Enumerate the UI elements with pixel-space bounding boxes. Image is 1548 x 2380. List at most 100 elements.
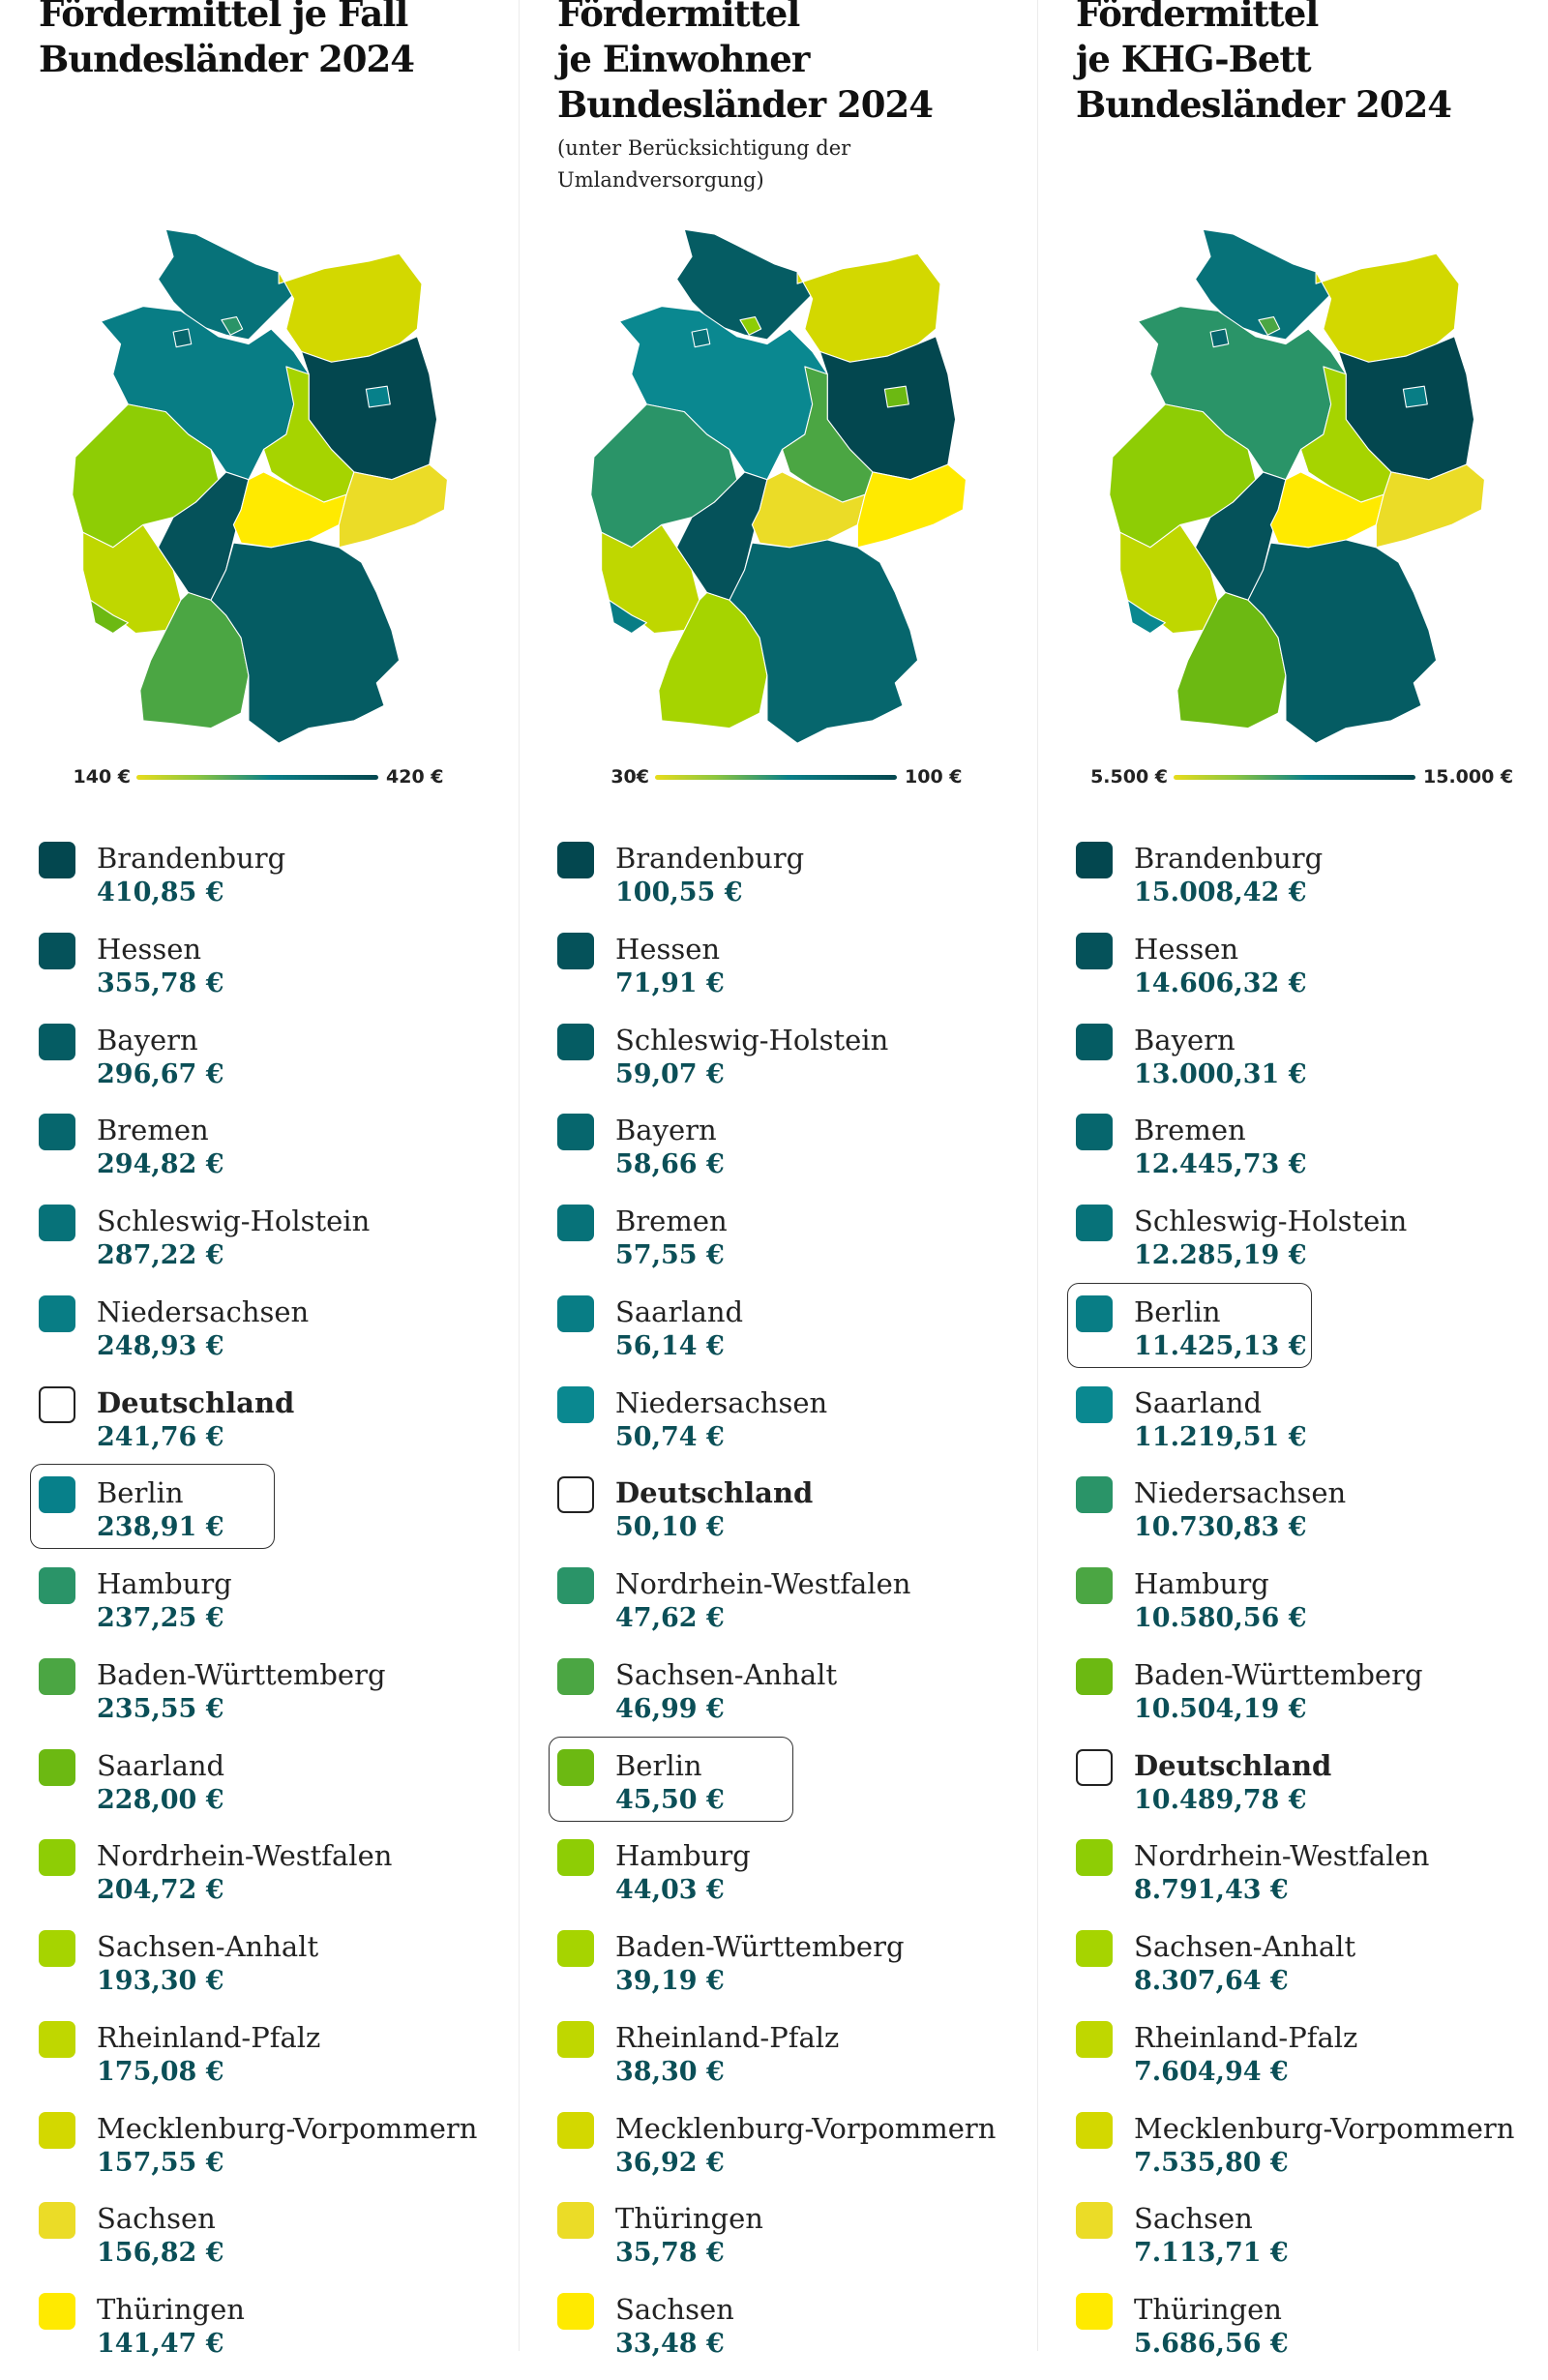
ranking-item-sachsen-anhalt: Sachsen-Anhalt 193,30 € bbox=[0, 1930, 519, 2017]
color-swatch bbox=[1076, 1930, 1113, 1967]
state-name: Rheinland-Pfalz bbox=[97, 2020, 321, 2054]
state-value: 10.730,83 € bbox=[1134, 1512, 1307, 1543]
color-swatch bbox=[1076, 2202, 1113, 2240]
ranking-item-bremen: Bremen 12.445,73 € bbox=[1037, 1114, 1548, 1201]
state-value: 410,85 € bbox=[97, 878, 224, 907]
ranking-item-bayern: Bayern 296,67 € bbox=[0, 1023, 519, 1111]
ranking-item-saarland: Saarland 56,14 € bbox=[519, 1294, 1037, 1383]
ranking-item-sachsen-anhalt: Sachsen-Anhalt 8.307,64 € bbox=[1037, 1930, 1548, 2017]
color-swatch bbox=[1076, 1476, 1113, 1514]
ranking-item-sachsen: Sachsen 7.113,71 € bbox=[1037, 2202, 1548, 2289]
state-value: 193,30 € bbox=[97, 1966, 224, 1996]
state-name: Saarland bbox=[1134, 1385, 1263, 1419]
highlight-box bbox=[1067, 1282, 1312, 1368]
color-swatch bbox=[1076, 1567, 1113, 1604]
state-name: Hessen bbox=[97, 932, 202, 966]
color-swatch bbox=[39, 1294, 75, 1332]
state-name: Thüringen bbox=[1134, 2293, 1282, 2326]
legend-min-label: 5.500 € bbox=[1090, 766, 1168, 788]
state-name: Deutschland bbox=[615, 1476, 814, 1510]
legend-max-label: 15.000 € bbox=[1423, 766, 1514, 788]
map-state-schleswig-holstein bbox=[1194, 228, 1332, 341]
ranking-item-thueringen: Thüringen 35,78 € bbox=[519, 2202, 1037, 2289]
state-value: 59,07 € bbox=[615, 1058, 725, 1089]
color-swatch bbox=[39, 1567, 75, 1604]
color-swatch bbox=[557, 1023, 594, 1060]
color-swatch bbox=[1076, 1657, 1113, 1695]
color-swatch bbox=[1076, 2293, 1113, 2330]
state-value: 7.604,94 € bbox=[1134, 2056, 1289, 2087]
state-name: Thüringen bbox=[97, 2293, 245, 2326]
state-value: 141,47 € bbox=[97, 2329, 224, 2359]
state-name: Niedersachsen bbox=[615, 1385, 828, 1419]
state-value: 5.686,56 € bbox=[1134, 2329, 1289, 2359]
state-value: 10.580,56 € bbox=[1134, 1603, 1307, 1633]
ranking-item-brandenburg: Brandenburg 100,55 € bbox=[519, 842, 1037, 929]
state-value: 237,25 € bbox=[97, 1603, 224, 1633]
ranking-item-bremen: Bremen 294,82 € bbox=[0, 1114, 519, 1201]
legend-min-label: 30€ bbox=[610, 766, 649, 788]
title-line: Fördermittel bbox=[1076, 0, 1319, 35]
color-swatch bbox=[557, 1748, 594, 1786]
color-scale-legend: 30€ 100 € bbox=[519, 762, 1037, 791]
state-name: Sachsen-Anhalt bbox=[615, 1657, 838, 1691]
ranking-item-deutschland: Deutschland 241,76 € bbox=[0, 1385, 519, 1473]
state-value: 100,55 € bbox=[615, 878, 743, 907]
state-name: Sachsen bbox=[615, 2293, 734, 2326]
color-swatch bbox=[39, 1023, 75, 1060]
ranking-item-schleswig-holstein: Schleswig-Holstein 12.285,19 € bbox=[1037, 1205, 1548, 1292]
color-swatch bbox=[1076, 1748, 1113, 1786]
legend-max-label: 100 € bbox=[905, 766, 963, 788]
state-value: 8.307,64 € bbox=[1134, 1966, 1289, 1996]
state-value: 44,03 € bbox=[615, 1875, 725, 1906]
state-name: Schleswig-Holstein bbox=[97, 1205, 371, 1237]
color-swatch bbox=[1076, 1385, 1113, 1423]
title-line: je Einwohner bbox=[557, 38, 810, 80]
panel-1: Fördermittel je Fall Bundesländer 2024 140… bbox=[0, 0, 519, 2359]
state-value: 39,19 € bbox=[615, 1966, 725, 1996]
state-name: Bayern bbox=[1134, 1023, 1235, 1056]
color-swatch bbox=[557, 1930, 594, 1967]
color-swatch bbox=[557, 1839, 594, 1877]
map-state-saarland bbox=[608, 599, 647, 635]
state-value: 175,08 € bbox=[97, 2056, 224, 2087]
column-divider bbox=[1037, 0, 1038, 2351]
color-swatch bbox=[39, 1657, 75, 1695]
ranking-item-thueringen: Thüringen 5.686,56 € bbox=[1037, 2293, 1548, 2380]
color-swatch bbox=[557, 1114, 594, 1151]
title-line: Bundesländer 2024 bbox=[1076, 83, 1452, 126]
state-value: 12.445,73 € bbox=[1134, 1149, 1307, 1180]
state-name: Sachsen bbox=[97, 2202, 216, 2236]
state-value: 38,30 € bbox=[615, 2056, 725, 2087]
state-value: 56,14 € bbox=[615, 1330, 725, 1361]
ranking-item-nordrhein-westfalen: Nordrhein-Westfalen 47,62 € bbox=[519, 1567, 1037, 1654]
state-name: Bayern bbox=[97, 1023, 198, 1056]
color-swatch bbox=[557, 1294, 594, 1332]
state-name: Berlin bbox=[97, 1476, 184, 1510]
state-name: Nordrhein-Westfalen bbox=[97, 1839, 393, 1873]
color-swatch bbox=[1076, 1839, 1113, 1877]
ranking-item-nordrhein-westfalen: Nordrhein-Westfalen 204,72 € bbox=[0, 1839, 519, 1926]
color-swatch bbox=[557, 2020, 594, 2058]
legend-gradient-bar bbox=[136, 775, 378, 780]
state-value: 33,48 € bbox=[615, 2329, 725, 2359]
state-name: Nordrhein-Westfalen bbox=[1134, 1839, 1430, 1873]
state-value: 238,91 € bbox=[97, 1512, 224, 1543]
color-swatch bbox=[39, 1748, 75, 1786]
map-state-bremen bbox=[1209, 328, 1230, 348]
color-swatch bbox=[557, 1657, 594, 1695]
map-state-thueringen bbox=[232, 471, 347, 549]
state-name: Niedersachsen bbox=[97, 1294, 310, 1328]
state-value: 35,78 € bbox=[615, 2238, 725, 2269]
map-state-bremen bbox=[691, 328, 711, 348]
ranking-item-hessen: Hessen 14.606,32 € bbox=[1037, 932, 1548, 1020]
color-swatch bbox=[39, 1839, 75, 1877]
state-value: 57,55 € bbox=[615, 1240, 725, 1270]
map-state-bayern bbox=[210, 539, 401, 744]
state-value: 287,22 € bbox=[97, 1240, 224, 1270]
color-swatch bbox=[557, 2293, 594, 2330]
color-scale-legend: 5.500 € 15.000 € bbox=[1037, 762, 1548, 791]
state-name: Schleswig-Holstein bbox=[615, 1023, 889, 1056]
state-value: 294,82 € bbox=[97, 1149, 224, 1180]
highlight-box bbox=[549, 1736, 793, 1822]
